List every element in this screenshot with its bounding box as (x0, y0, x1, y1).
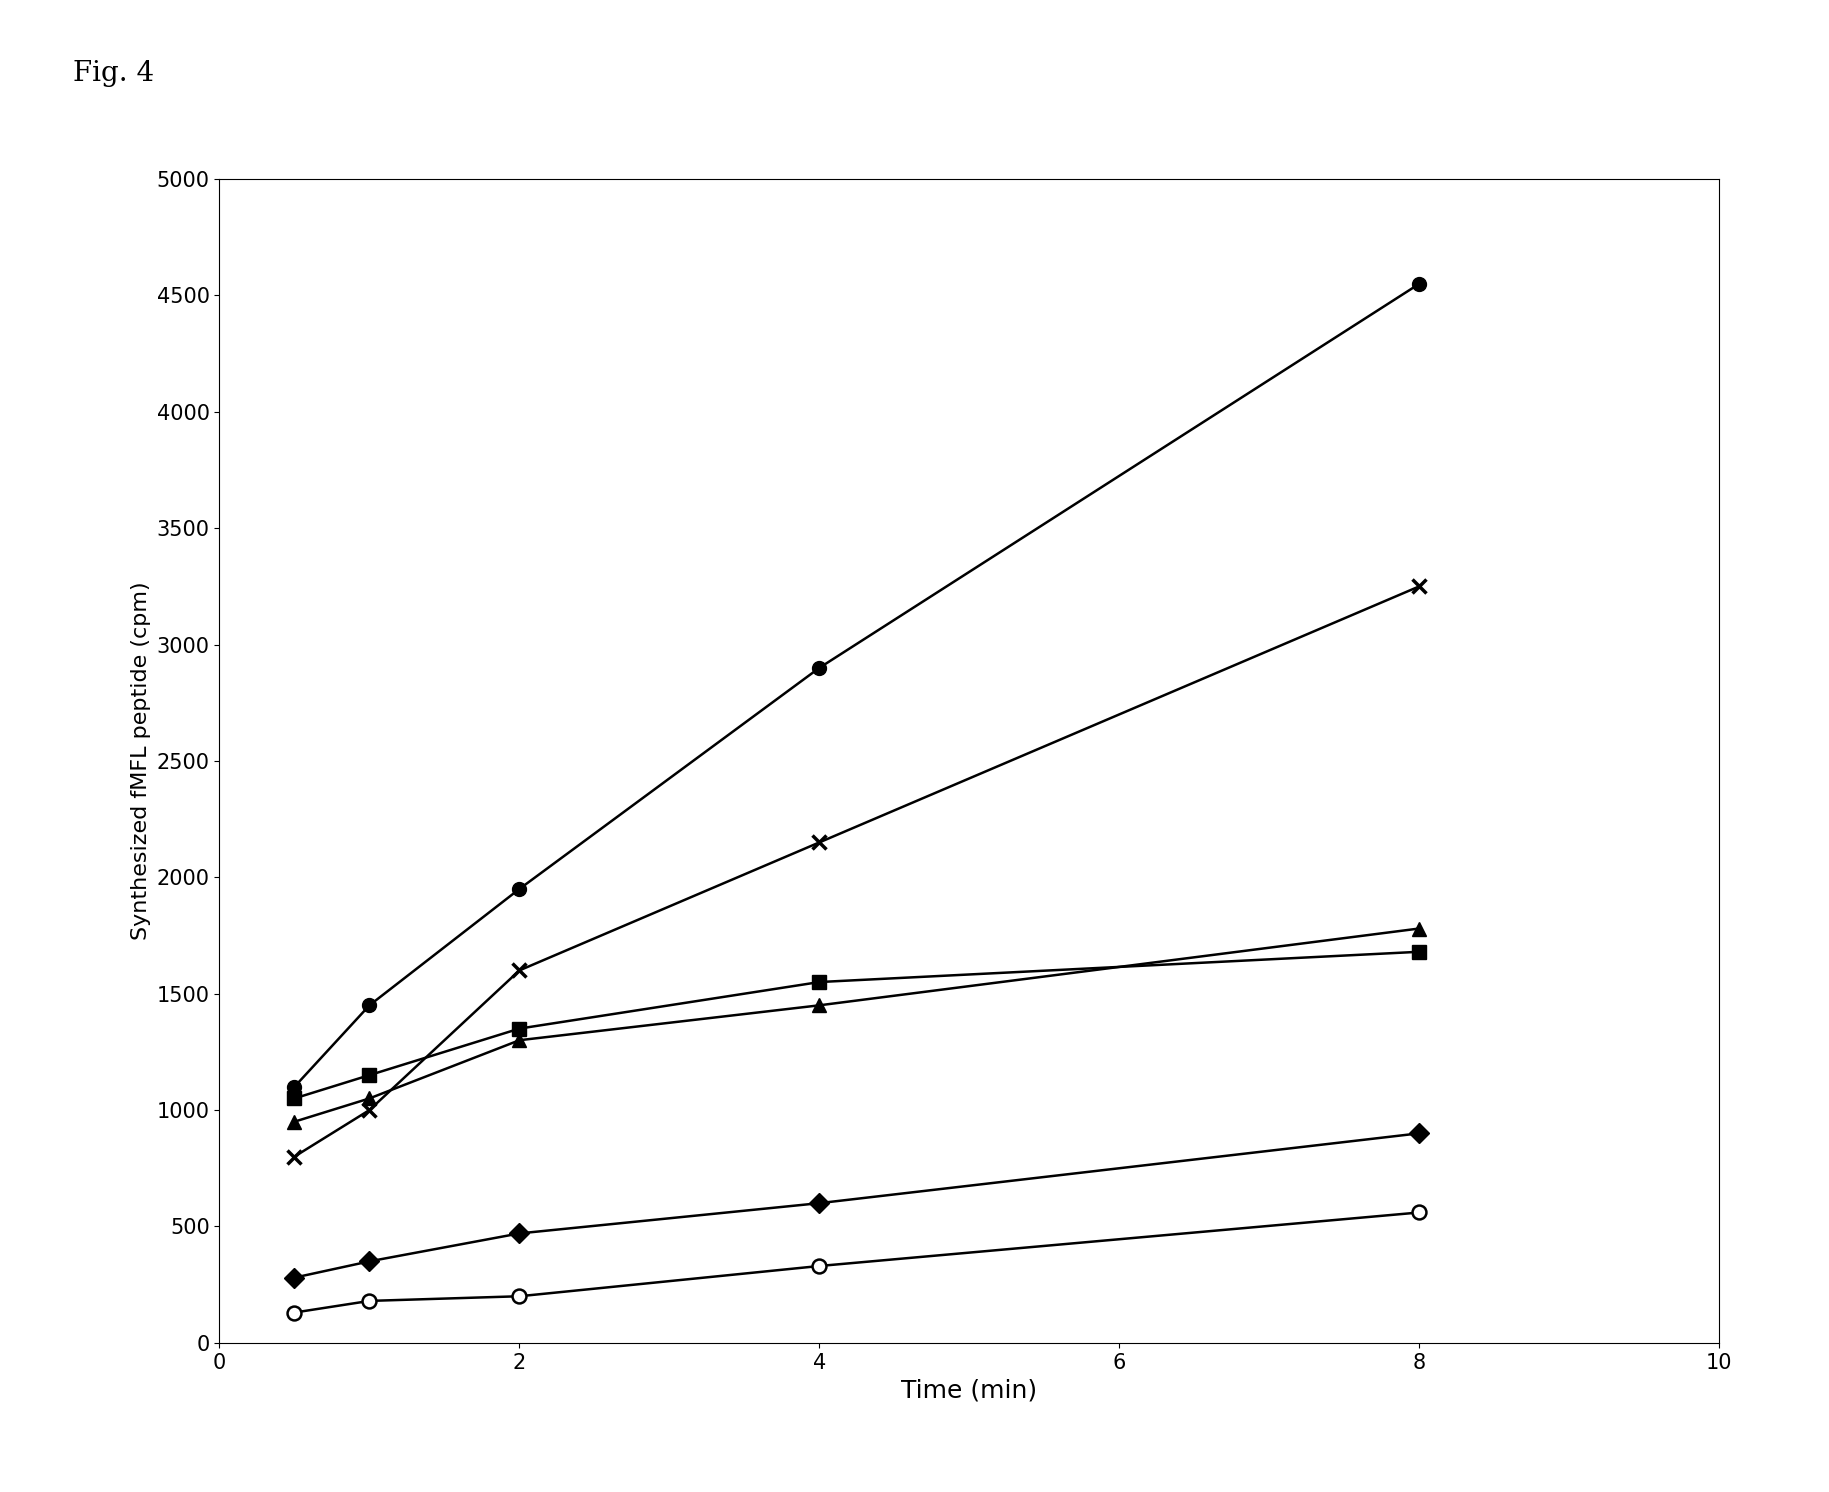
X-axis label: Time (min): Time (min) (902, 1379, 1037, 1402)
Text: Fig. 4: Fig. 4 (73, 60, 154, 87)
Y-axis label: Synthesized fMFL peptide (cpm): Synthesized fMFL peptide (cpm) (132, 582, 152, 940)
